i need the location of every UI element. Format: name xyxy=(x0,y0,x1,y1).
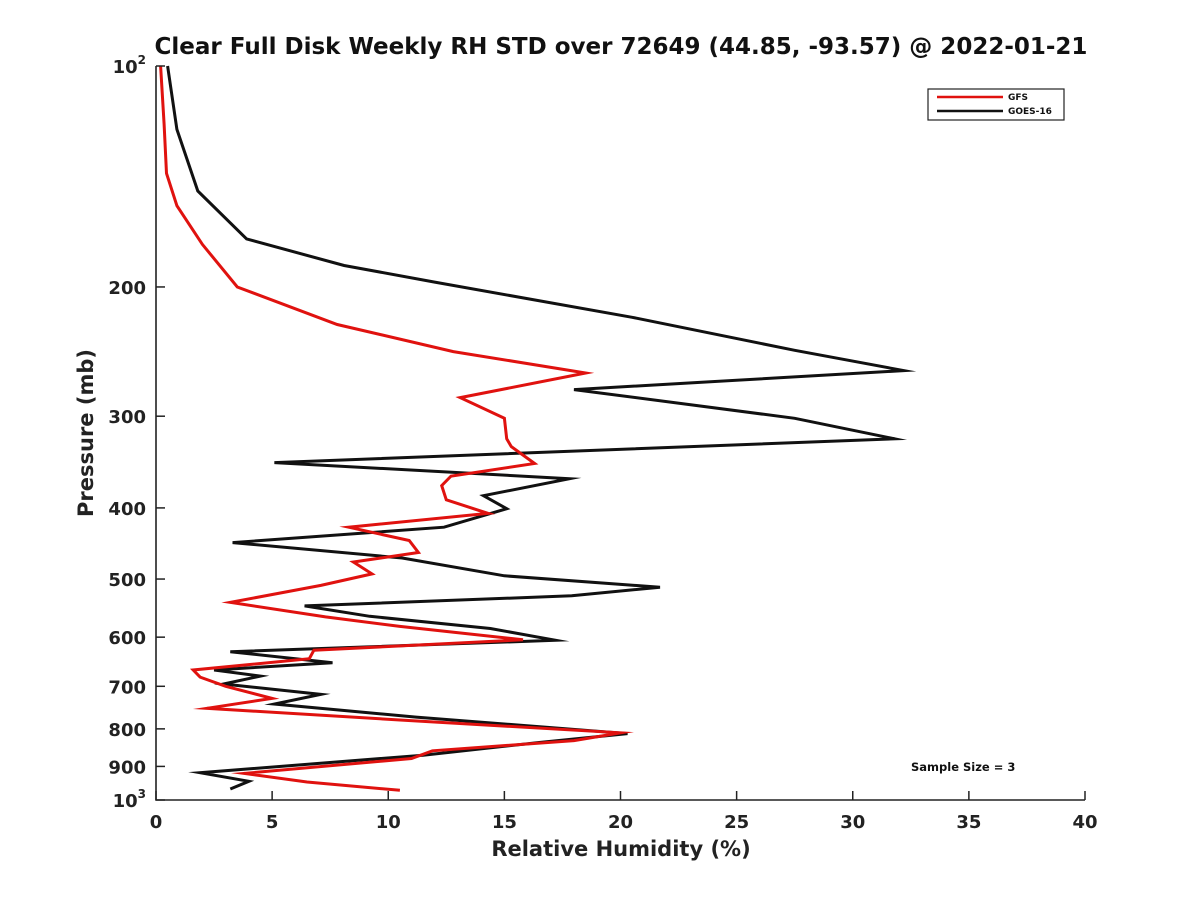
y-tick-label: 700 xyxy=(108,677,146,698)
y-tick-label: 102 xyxy=(113,53,146,78)
x-tick-label: 25 xyxy=(724,812,749,833)
legend[interactable]: GFS GOES-16 xyxy=(927,88,1065,121)
x-tick-label: 0 xyxy=(150,812,163,833)
sample-size-annotation: Sample Size = 3 xyxy=(911,760,1015,774)
y-tick-label: 600 xyxy=(108,628,146,649)
x-axis-label: Relative Humidity (%) xyxy=(491,837,750,861)
series-layer xyxy=(159,65,917,792)
x-tick-label: 5 xyxy=(266,812,279,833)
x-tick-label: 20 xyxy=(608,812,633,833)
axis-lines xyxy=(155,66,1085,801)
x-tick-label: 35 xyxy=(956,812,981,833)
legend-box xyxy=(927,88,1065,121)
y-tick-label: 400 xyxy=(108,499,146,520)
x-ticks: 0 5 10 15 20 25 30 35 40 xyxy=(150,791,1098,833)
series-line-gfs xyxy=(159,65,634,792)
y-tick-label: 103 xyxy=(113,787,146,812)
x-tick-label: 40 xyxy=(1072,812,1097,833)
y-ticks: 102 200 300 400 500 600 700 800 900 103 xyxy=(108,53,165,812)
x-tick-label: 15 xyxy=(492,812,517,833)
y-tick-label: 800 xyxy=(108,720,146,741)
y-tick-label: 500 xyxy=(108,570,146,591)
y-tick-label: 900 xyxy=(108,757,146,778)
legend-label-gfs: GFS xyxy=(1008,93,1028,103)
legend-label-goes-16: GOES-16 xyxy=(1008,107,1052,117)
x-tick-label: 10 xyxy=(376,812,401,833)
series-line-goes-16 xyxy=(166,65,917,791)
x-tick-label: 30 xyxy=(840,812,865,833)
y-tick-label: 300 xyxy=(108,407,146,428)
y-axis-label: Pressure (mb) xyxy=(74,349,98,517)
y-tick-label: 200 xyxy=(108,278,146,299)
chart-title: Clear Full Disk Weekly RH STD over 72649… xyxy=(155,34,1088,60)
